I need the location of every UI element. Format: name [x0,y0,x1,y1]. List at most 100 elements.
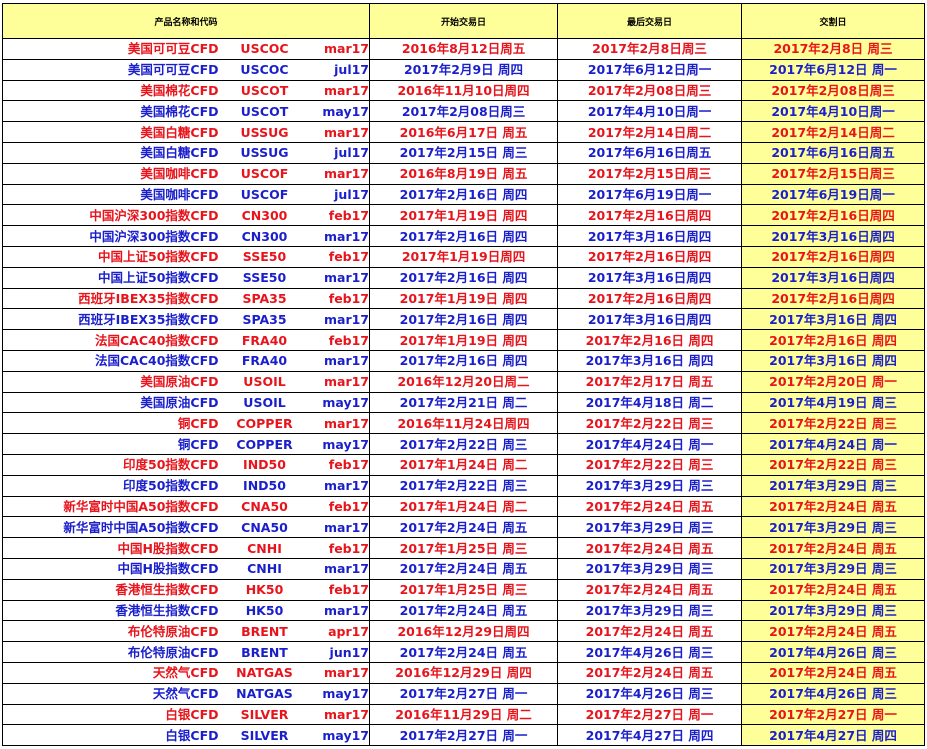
delivery-date-cell: 2017年2月08日周三 [741,79,926,102]
row-spacer-cell [2,661,31,684]
row-spacer-cell [2,141,31,164]
last-trade-date-cell: 2017年3月16日周四 [557,308,743,331]
product-name-cell: 铜CFD [30,433,219,455]
product-name-cell: 美国咖啡CFD [30,162,219,185]
product-code-cell: COPPER [218,433,311,455]
last-trade-date-cell: 2017年6月19日周一 [557,183,743,206]
table-row: 布伦特原油CFD BRENT apr17 2016年12月29日周四 2017年2月24… [2,620,926,643]
row-spacer-cell [2,599,31,622]
last-trade-date-cell: 2017年2月24日 周五 [557,495,743,518]
table-row: 中国上证50指数CFD SSE50 mar17 2017年2月16日 周四 2017年3… [2,266,926,289]
product-name-cell: 法国CAC40指数CFD [30,329,219,351]
product-code-cell: SSE50 [218,245,311,268]
row-spacer-cell [2,537,31,559]
start-date-cell: 2016年8月19日 周五 [369,162,559,185]
start-date-cell: 2017年1月25日 周三 [369,578,559,601]
product-name-cell: 中国上证50指数CFD [30,245,219,268]
table-row: 法国CAC40指数CFD FRA40 feb17 2017年1月19日 周四 2017年… [2,329,926,351]
contract-month-cell: feb17 [310,287,371,310]
product-code-cell: CNA50 [218,495,311,518]
contract-month-cell: may17 [310,724,371,747]
contract-month-cell: mar17 [310,162,371,185]
start-date-cell: 2017年2月08日周三 [369,100,559,123]
product-name-cell: 白银CFD [30,703,219,726]
start-date-cell: 2017年1月24日 周二 [369,495,559,518]
product-code-cell: CNA50 [218,516,311,539]
product-name-cell: 布伦特原油CFD [30,641,219,663]
contract-month-cell: feb17 [310,329,371,351]
last-trade-date-cell: 2017年4月18日 周二 [557,391,743,414]
product-name-cell: 香港恒生指数CFD [30,599,219,622]
product-name-cell: 铜CFD [30,412,219,435]
start-date-cell: 2017年2月15日 周三 [369,141,559,164]
contract-month-cell: jul17 [310,58,371,81]
row-spacer-cell [2,495,31,518]
row-spacer-cell [2,183,31,206]
table-row: 铜CFD COPPER may17 2017年2月22日 周三 2017年4月24日 周… [2,433,926,455]
delivery-date-cell: 2017年3月16日周四 [741,266,926,289]
row-spacer-cell [2,433,31,455]
contract-month-cell: mar17 [310,349,371,372]
table-row: 美国可可豆CFD USCOC mar17 2016年8月12日周五 2017年2月8日周… [2,38,926,60]
table-row: 中国沪深300指数CFD CN300 feb17 2017年1月19日 周四 2017年… [2,204,926,227]
start-date-cell: 2016年11月29日 周二 [369,703,559,726]
start-date-cell: 2017年2月27日 周一 [369,682,559,705]
product-code-cell: HK50 [218,578,311,601]
product-code-cell: IND50 [218,453,311,476]
table-row: 印度50指数CFD IND50 mar17 2017年2月22日 周三 2017年3月2… [2,474,926,497]
contract-month-cell: mar17 [310,661,371,684]
product-code-cell: BRENT [218,620,311,643]
contract-month-cell: feb17 [310,245,371,268]
table-row: 美国原油CFD USOIL mar17 2016年12月20日周二 2017年2月17日… [2,370,926,393]
table-row: 布伦特原油CFD BRENT jun17 2017年2月24日 周五 2017年4月26… [2,641,926,663]
product-code-cell: USCOC [218,58,311,81]
delivery-date-cell: 2017年4月27日 周四 [741,724,926,747]
delivery-date-cell: 2017年6月12日 周一 [741,58,926,81]
product-code-cell: USSUG [218,121,311,143]
delivery-date-cell: 2017年3月29日 周三 [741,599,926,622]
delivery-date-cell: 2017年2月22日 周三 [741,453,926,476]
last-trade-date-cell: 2017年2月8日周三 [557,38,743,60]
last-trade-date-cell: 2017年3月29日 周三 [557,557,743,580]
delivery-date-cell: 2017年4月10日周一 [741,100,926,123]
start-date-cell: 2017年1月19日 周四 [369,287,559,310]
delivery-date-cell: 2017年4月26日 周三 [741,641,926,663]
last-trade-date-cell: 2017年4月10日周一 [557,100,743,123]
last-trade-date-cell: 2017年6月12日周一 [557,58,743,81]
last-trade-date-cell: 2017年3月29日 周三 [557,599,743,622]
table-row: 美国可可豆CFD USCOC jul17 2017年2月9日 周四 2017年6月12日… [2,58,926,81]
delivery-date-cell: 2017年3月16日 周四 [741,349,926,372]
row-spacer-cell [2,287,31,310]
row-spacer-cell [2,641,31,663]
row-spacer-cell [2,162,31,185]
row-spacer-cell [2,620,31,643]
row-spacer-cell [2,391,31,414]
last-trade-date-cell: 2017年2月24日 周五 [557,661,743,684]
table-row: 西班牙IBEX35指数CFD SPA35 feb17 2017年1月19日 周四 201… [2,287,926,310]
delivery-date-cell: 2017年2月24日 周五 [741,495,926,518]
last-trade-date-cell: 2017年3月16日周四 [557,266,743,289]
product-code-cell: USCOF [218,162,311,185]
contract-month-cell: feb17 [310,537,371,559]
delivery-date-cell: 2017年2月14日周二 [741,121,926,143]
delivery-date-cell: 2017年2月16日周四 [741,204,926,227]
last-trade-date-cell: 2017年2月22日 周三 [557,412,743,435]
row-spacer-cell [2,349,31,372]
delivery-date-cell: 2017年3月16日周四 [741,225,926,247]
product-code-cell: SPA35 [218,287,311,310]
table-row: 中国H股指数CFD CNHI feb17 2017年1月25日 周三 2017年2月24… [2,537,926,559]
product-code-cell: USCOT [218,100,311,123]
delivery-date-cell: 2017年3月29日 周三 [741,474,926,497]
delivery-date-cell: 2017年2月24日 周五 [741,578,926,601]
start-date-cell: 2017年1月19日 周四 [369,204,559,227]
row-spacer-cell [2,370,31,393]
row-spacer-cell [2,724,31,747]
header-product: 产品名称和代码 [1,3,371,39]
delivery-date-cell: 2017年2月20日 周一 [741,370,926,393]
row-spacer-cell [2,412,31,435]
product-code-cell: SPA35 [218,308,311,331]
row-spacer-cell [2,58,31,81]
product-name-cell: 法国CAC40指数CFD [30,349,219,372]
contract-month-cell: mar17 [310,557,371,580]
start-date-cell: 2017年1月24日 周二 [369,453,559,476]
